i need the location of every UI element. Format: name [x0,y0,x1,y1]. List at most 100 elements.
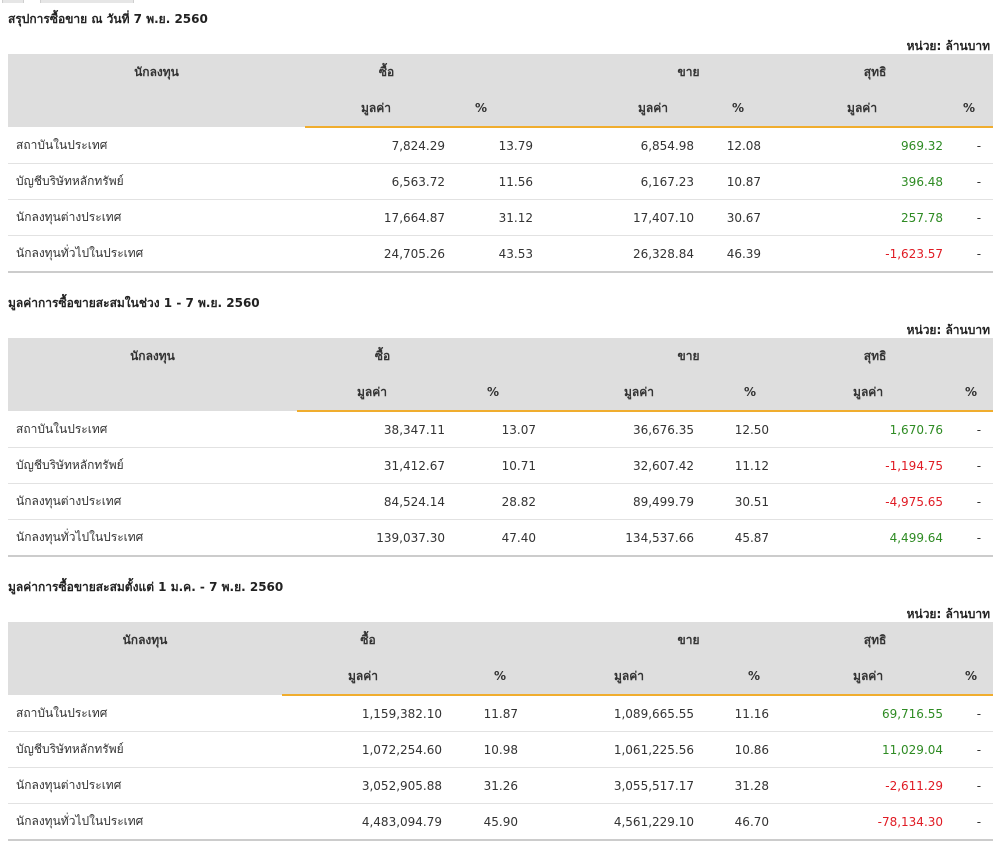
sell-percent: 45.87 [694,519,804,557]
col-header-buy-percent: % [442,658,554,696]
buy-percent: 28.82 [445,483,555,520]
col-header-buy: ซื้อ [282,622,554,658]
net-value: -4,975.65 [855,483,944,520]
table-row: นักลงทุนทั่วไปในประเทศ 4,483,094.79 45.9… [8,803,994,841]
net-percent: - [943,519,994,557]
col-header-sell-percent: % [694,90,804,128]
net-percent: - [943,235,994,273]
buy-percent: 10.71 [445,447,555,484]
net-percent: - [943,199,994,236]
col-header-net-value: มูลค่า [803,658,944,696]
tab-stub[interactable] [2,0,24,3]
col-header-sell-value: มูลค่า [554,90,695,128]
buy-value: 24,705.26 [357,235,445,273]
table-row: นักลงทุนต่างประเทศ 84,524.14 28.82 89,49… [8,483,994,520]
col-header-buy-percent: % [445,90,555,128]
buy-value: 7,824.29 [357,127,445,164]
net-percent: - [943,447,994,484]
net-value: 4,499.64 [855,519,944,557]
investor-name: นักลงทุนต่างประเทศ [8,767,282,804]
net-value: -78,134.30 [855,803,944,841]
sell-value: 6,167.23 [606,163,695,200]
col-header-sell-percent: % [694,374,804,412]
section-title-ytd: มูลค่าการซื้อขายสะสมตั้งแต่ 1 ม.ค. - 7 พ… [8,580,284,594]
net-value: 1,670.76 [855,411,944,448]
table-row: นักลงทุนต่างประเทศ 3,052,905.88 31.26 3,… [8,767,994,804]
buy-value: 38,347.11 [349,411,445,448]
col-header-sell: ขาย [554,622,804,658]
col-header-sell: ขาย [554,338,804,374]
investor-name: นักลงทุนทั่วไปในประเทศ [8,803,282,841]
buy-percent: 13.79 [445,127,555,164]
col-header-sell: ขาย [554,54,804,90]
col-header-net: สุทธิ [803,54,994,90]
net-percent: - [943,163,994,200]
trade-summary-table-ytd: นักลงทุน ซื้อ ขาย สุทธิ มูลค่า % มูลค่า … [8,622,994,841]
net-value: 69,716.55 [855,695,944,732]
table-row: บัญชีบริษัทหลักทรัพย์ 1,072,254.60 10.98… [8,731,994,768]
sell-percent: 10.87 [694,163,804,200]
sell-value: 36,676.35 [606,411,695,448]
investor-name: บัญชีบริษัทหลักทรัพย์ [8,731,282,768]
sell-value: 4,561,229.10 [606,803,694,841]
col-header-net-value: มูลค่า [803,374,944,412]
buy-percent: 45.90 [442,803,554,841]
tab-stub[interactable] [40,0,134,3]
buy-value: 1,072,254.60 [334,731,442,768]
buy-value: 17,664.87 [357,199,445,236]
net-percent: - [943,411,994,448]
col-header-net-percent: % [943,658,994,696]
net-value: 11,029.04 [855,731,944,768]
table-row: สถาบันในประเทศ 7,824.29 13.79 6,854.98 1… [8,127,994,164]
col-header-investor: นักลงทุน [8,622,282,658]
unit-label: หน่วย: ล้านบาท [906,39,990,53]
net-percent: - [943,767,994,804]
sell-value: 6,854.98 [606,127,695,164]
buy-percent: 11.56 [445,163,555,200]
net-value: -1,194.75 [855,447,944,484]
col-header-net-percent: % [943,374,994,412]
buy-percent: 13.07 [445,411,555,448]
col-header-sell-percent: % [694,658,804,696]
table-row: บัญชีบริษัทหลักทรัพย์ 31,412.67 10.71 32… [8,447,994,484]
net-percent: - [943,695,994,732]
col-header-net: สุทธิ [803,622,994,658]
table-row: นักลงทุนต่างประเทศ 17,664.87 31.12 17,40… [8,199,994,236]
col-header-investor: นักลงทุน [8,338,297,374]
buy-value: 4,483,094.79 [334,803,442,841]
col-header-net: สุทธิ [803,338,994,374]
col-header-buy-value: มูลค่า [305,90,445,128]
table-row: สถาบันในประเทศ 38,347.11 13.07 36,676.35… [8,411,994,448]
investor-name: สถาบันในประเทศ [8,695,282,732]
buy-percent: 43.53 [445,235,555,273]
col-header-sell-value: มูลค่า [554,374,695,412]
net-value: 257.78 [855,199,944,236]
sell-value: 26,328.84 [606,235,695,273]
sell-value: 32,607.42 [606,447,695,484]
col-header-spacer [8,658,282,695]
sell-percent: 31.28 [694,767,804,804]
col-header-buy: ซื้อ [305,54,555,90]
net-value: 396.48 [855,163,944,200]
buy-value: 31,412.67 [349,447,445,484]
sell-percent: 46.70 [694,803,804,841]
buy-percent: 11.87 [442,695,554,732]
sell-value: 17,407.10 [606,199,695,236]
unit-label: หน่วย: ล้านบาท [906,607,990,621]
sell-percent: 12.08 [694,127,804,164]
col-header-buy-value: มูลค่า [297,374,445,412]
col-header-net-percent: % [943,90,994,128]
sell-percent: 11.16 [694,695,804,732]
net-value: -1,623.57 [855,235,944,273]
sell-percent: 10.86 [694,731,804,768]
net-percent: - [943,483,994,520]
investor-name: นักลงทุนต่างประเทศ [8,483,297,520]
col-header-buy: ซื้อ [297,338,555,374]
investor-name: สถาบันในประเทศ [8,411,297,448]
sell-value: 1,061,225.56 [606,731,694,768]
col-header-buy-percent: % [445,374,555,412]
trade-summary-table-daily: นักลงทุน ซื้อ ขาย สุทธิ มูลค่า % มูลค่า … [8,54,994,273]
sell-percent: 30.51 [694,483,804,520]
buy-value: 3,052,905.88 [334,767,442,804]
buy-value: 139,037.30 [349,519,445,557]
